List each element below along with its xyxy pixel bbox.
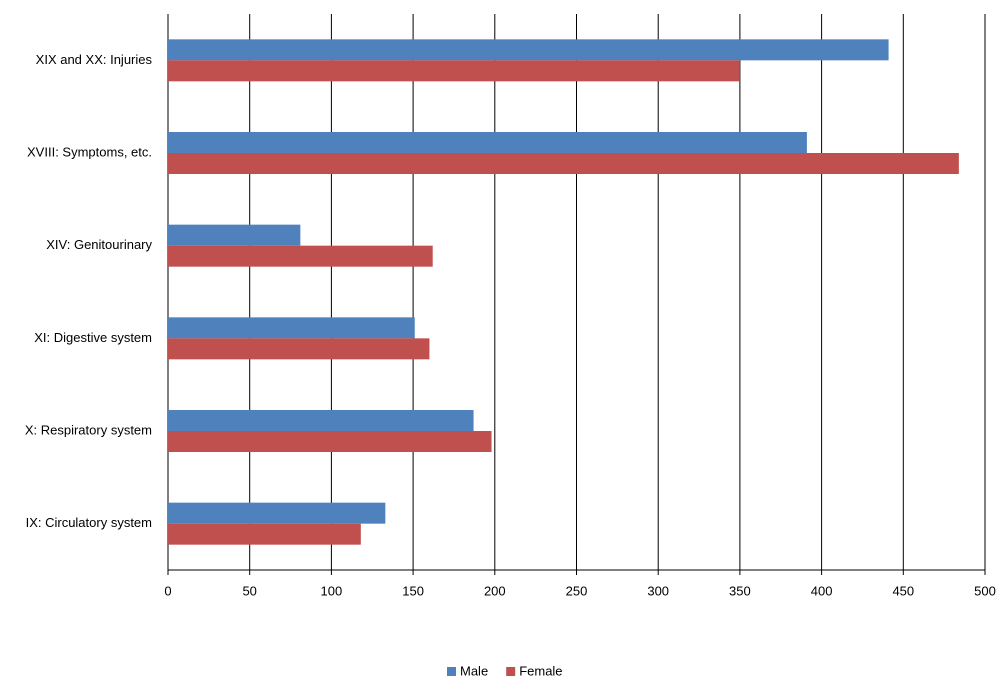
bar <box>168 224 301 246</box>
y-tick-label: XVIII: Symptoms, etc. <box>27 144 152 159</box>
bar <box>168 523 361 545</box>
bar <box>168 153 959 174</box>
legend-label: Male <box>460 663 488 678</box>
y-tick-label: IX: Circulatory system <box>26 515 152 530</box>
x-tick-label: 150 <box>402 583 424 598</box>
bar <box>168 132 807 153</box>
y-tick-label: XIX and XX: Injuries <box>36 52 153 67</box>
bar <box>168 39 889 61</box>
bar <box>168 245 433 267</box>
legend-swatch <box>447 667 456 676</box>
bar <box>168 317 415 339</box>
legend-swatch <box>506 667 516 676</box>
bar <box>168 431 492 452</box>
y-tick-label: XIV: Genitourinary <box>46 237 152 252</box>
x-tick-label: 300 <box>647 583 669 598</box>
y-tick-label: XI: Digestive system <box>34 330 152 345</box>
x-tick-label: 200 <box>484 583 506 598</box>
bar <box>168 338 430 360</box>
x-tick-label: 50 <box>242 583 256 598</box>
x-tick-label: 450 <box>892 583 914 598</box>
x-tick-label: 350 <box>729 583 751 598</box>
y-tick-label: X: Respiratory system <box>25 422 152 437</box>
x-tick-label: 500 <box>974 583 996 598</box>
x-tick-label: 400 <box>811 583 833 598</box>
bar <box>168 60 740 82</box>
x-tick-label: 100 <box>321 583 343 598</box>
bar <box>168 502 386 524</box>
x-tick-label: 0 <box>164 583 171 598</box>
x-tick-label: 250 <box>566 583 588 598</box>
bar <box>168 410 474 431</box>
legend-label: Female <box>519 663 562 678</box>
